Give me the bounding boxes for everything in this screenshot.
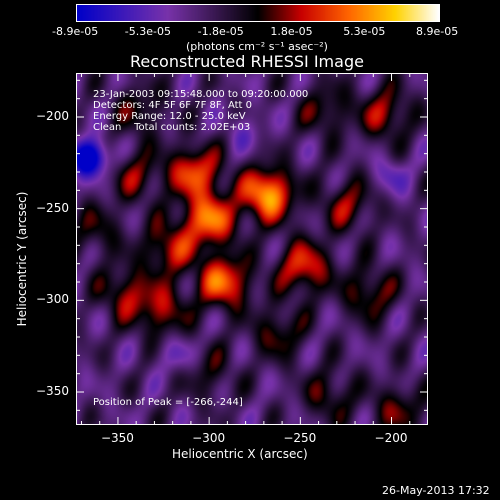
x-axis-label: Heliocentric X (arcsec): [172, 447, 308, 461]
method-counts-label: Clean Total counts: 2.02E+03: [93, 122, 251, 133]
colorbar-tick-label: -1.8e-05: [197, 25, 244, 38]
x-tick-label: −300: [192, 431, 226, 445]
chart-title: Reconstructed RHESSI Image: [130, 52, 364, 71]
plot-frame: [76, 73, 428, 425]
y-tick-label: −350: [36, 384, 69, 398]
detectors-label: Detectors: 4F 5F 6F 7F 8F, Att 0: [93, 100, 253, 111]
colorbar-tick-label: 8.9e-05: [416, 25, 459, 38]
plot-axes: [76, 73, 428, 425]
peak-position-label: Position of Peak = [-266,-244]: [93, 397, 243, 408]
colorbar: [76, 4, 440, 22]
y-tick-label: −200: [36, 109, 69, 123]
time-range-label: 23-Jan-2003 09:15:48.000 to 09:20:00.000: [93, 89, 309, 100]
colorbar-unit-label: (photons cm⁻² s⁻¹ asec⁻²): [186, 40, 328, 53]
colorbar-tick-label: 5.3e-05: [343, 25, 386, 38]
y-axis-label: Heliocentric Y (arcsec): [15, 191, 29, 327]
colorbar-tick-label: -8.9e-05: [52, 25, 99, 38]
y-tick-label: −250: [36, 200, 69, 215]
x-tick-label: −350: [100, 431, 134, 445]
colorbar-tick-label: 1.8e-05: [270, 25, 313, 38]
x-tick-label: −200: [374, 431, 408, 445]
plot-date: 26-May-2013 17:32: [382, 484, 490, 497]
x-tick-label: −250: [283, 431, 317, 445]
energy-range-label: Energy Range: 12.0 - 25.0 keV: [93, 111, 246, 122]
colorbar-gradient: [77, 5, 439, 21]
plot-border: [76, 73, 428, 425]
heatmap-image: [76, 73, 428, 425]
colorbar-tick-label: -5.3e-05: [124, 25, 171, 38]
y-tick-label: −300: [36, 292, 69, 307]
